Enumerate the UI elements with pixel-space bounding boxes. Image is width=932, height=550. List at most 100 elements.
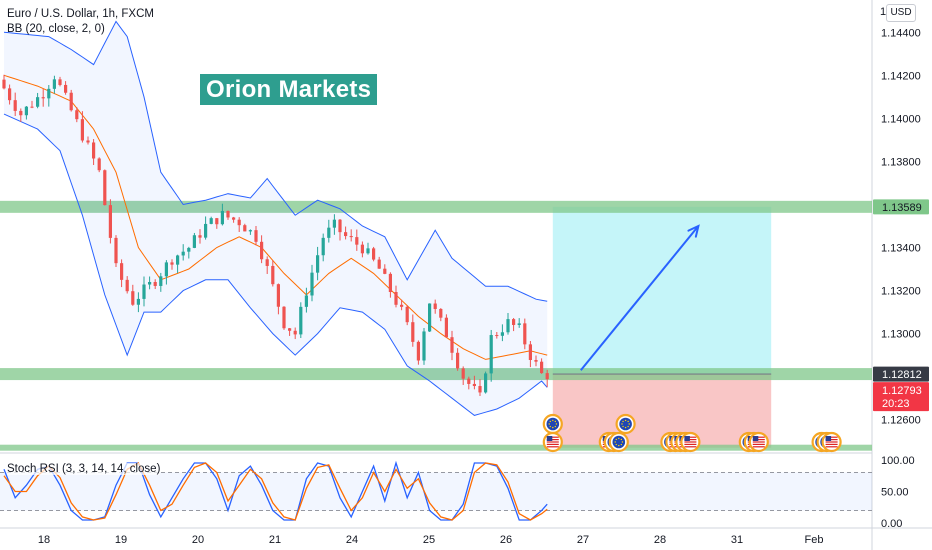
stoch-rsi-legend[interactable]: Stoch RSI (3, 3, 14, 14, close) xyxy=(7,463,161,475)
candle-body xyxy=(377,259,381,269)
time-axis-label: 18 xyxy=(38,534,50,546)
stoch-band-fill xyxy=(0,472,872,511)
us-flag-icon xyxy=(684,441,697,443)
time-axis-label: 26 xyxy=(500,534,512,546)
eu-flag-icon xyxy=(620,443,623,446)
indicator-legend-bb[interactable]: BB (20, close, 2, 0) xyxy=(7,23,105,35)
candle-body xyxy=(52,79,56,89)
stoch-axis-label: 100.00 xyxy=(881,455,915,467)
candle-body xyxy=(523,323,527,345)
candle-body xyxy=(204,223,208,238)
candle-body xyxy=(540,361,544,374)
us-flag-icon xyxy=(825,436,832,441)
time-axis-label: Feb xyxy=(805,534,824,546)
candle-body xyxy=(64,84,68,93)
eu-flag-icon xyxy=(552,426,554,429)
eu-flag-icon xyxy=(620,438,623,441)
bb-basis-line xyxy=(3,74,548,360)
candle-body xyxy=(271,265,275,285)
time-axis-label: 25 xyxy=(423,534,435,546)
us-flag-icon xyxy=(684,443,697,445)
resistance-price-tag-text: 1.13589 xyxy=(882,202,922,214)
candle-body xyxy=(366,248,370,254)
candle-body xyxy=(148,281,152,285)
candle-body xyxy=(192,235,196,248)
currency-button[interactable]: USD xyxy=(886,4,916,22)
candle-body xyxy=(58,79,62,85)
candle-body xyxy=(416,341,420,361)
eu-flag-icon xyxy=(622,420,624,423)
candle-body xyxy=(92,142,96,159)
candle-body xyxy=(75,110,79,120)
stop-zone xyxy=(552,374,772,448)
candle-body xyxy=(198,235,202,238)
candle-body xyxy=(400,304,404,307)
us-flag-icon xyxy=(825,441,838,443)
candle-body xyxy=(433,303,437,309)
symbol-title[interactable]: Euro / U.S. Dollar, 1h, FXCM xyxy=(7,8,154,20)
candle-body xyxy=(489,335,493,374)
price-axis-label: 1.13000 xyxy=(881,329,921,341)
candle-body xyxy=(299,306,303,335)
candle-body xyxy=(450,337,454,353)
eu-flag-icon xyxy=(619,417,632,431)
candle-body xyxy=(456,352,460,369)
candle-body xyxy=(304,295,308,307)
price-axis-label: 1.13800 xyxy=(881,156,921,168)
time-axis-label: 27 xyxy=(577,534,589,546)
candle-body xyxy=(344,232,348,237)
us-flag-icon xyxy=(546,443,559,445)
candle-body xyxy=(232,217,236,220)
candle-body xyxy=(439,308,443,318)
candle-body xyxy=(254,230,258,242)
time-axis-label: 21 xyxy=(269,534,281,546)
candle-body xyxy=(131,291,135,305)
us-flag-icon xyxy=(546,439,559,441)
candle-body xyxy=(47,88,51,99)
eu-flag-icon xyxy=(621,441,624,443)
candle-body xyxy=(372,248,376,260)
candle-body xyxy=(405,306,409,323)
candle-body xyxy=(316,255,320,273)
eu-flag-icon xyxy=(614,441,616,443)
candle-body xyxy=(220,210,224,225)
eu-flag-icon xyxy=(622,425,624,428)
us-flag-icon xyxy=(684,446,697,448)
candle-body xyxy=(153,281,157,286)
price-axis-label: 1.12600 xyxy=(881,415,921,427)
price-axis-label: 1.14000 xyxy=(881,113,921,125)
zone-resistance xyxy=(0,200,872,213)
candle-body xyxy=(512,319,516,325)
candle-body xyxy=(187,247,191,252)
candle-body xyxy=(276,284,280,307)
candle-body xyxy=(355,237,359,245)
us-flag-icon xyxy=(752,436,759,441)
candle-body xyxy=(142,284,146,299)
us-flag-icon xyxy=(825,436,838,438)
us-flag-icon xyxy=(546,441,559,443)
us-flag-icon xyxy=(752,436,765,438)
time-axis-label: 19 xyxy=(115,534,127,546)
price-axis-label: 1.13200 xyxy=(881,286,921,298)
candle-body xyxy=(444,317,448,338)
bb-upper-line xyxy=(3,20,548,302)
candle-body xyxy=(237,219,241,226)
eu-flag-icon xyxy=(555,423,558,425)
candle-body xyxy=(164,262,168,277)
stoch-axis-label: 50.00 xyxy=(881,487,909,499)
candle-body xyxy=(478,386,482,393)
eu-flag-icon xyxy=(627,425,629,428)
eu-flag-icon xyxy=(618,437,620,440)
eu-flag-icon xyxy=(554,420,557,423)
candle-body xyxy=(282,306,286,329)
candle-body xyxy=(226,210,230,218)
eu-flag-icon xyxy=(612,435,626,449)
bb-lower-line xyxy=(3,113,548,416)
eu-flag-icon xyxy=(618,444,620,447)
price-axis-label: 1.13400 xyxy=(881,243,921,255)
candle-body xyxy=(528,344,532,361)
eu-flag-icon xyxy=(624,426,627,429)
time-axis-label: 31 xyxy=(731,534,743,546)
